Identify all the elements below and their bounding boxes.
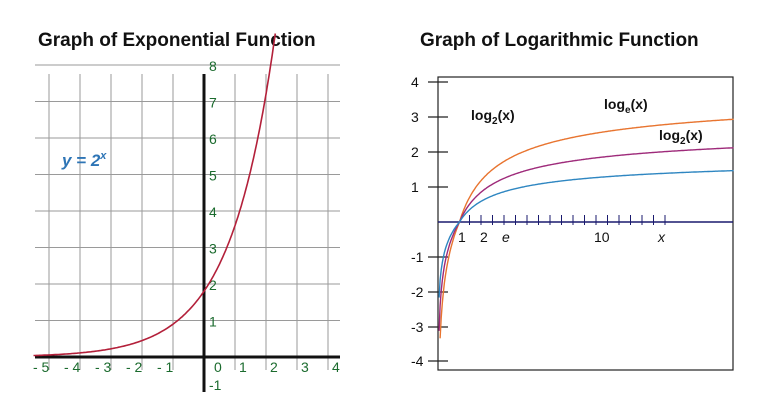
y-tick-label: 1 (209, 314, 217, 330)
y-tick-label: 3 (411, 109, 419, 125)
y-tick-label: -3 (411, 319, 424, 335)
chart-title-exponential: Graph of Exponential Function (38, 30, 316, 51)
series-label-0: log2(x) (471, 107, 515, 127)
y-tick-label: 6 (209, 131, 217, 147)
y-tick-label: -1 (209, 377, 222, 393)
y-tick-label: 2 (209, 277, 217, 293)
x-tick-label: - 2 (126, 359, 143, 375)
x-tick-label: - 3 (95, 359, 112, 375)
series-label-suffix: (x) (686, 127, 703, 143)
y-tick-label: -1 (411, 249, 424, 265)
series-label-suffix: (x) (498, 107, 515, 123)
x-tick-label: 2 (480, 229, 488, 245)
x-tick-label: 1 (458, 229, 466, 245)
series-line-0 (439, 118, 734, 339)
x-tick-label: x (657, 229, 666, 245)
chart-title-logarithmic: Graph of Logarithmic Function (420, 30, 699, 51)
x-tick-label: 3 (301, 359, 309, 375)
y-tick-label: -4 (411, 353, 424, 369)
y-tick-label: 1 (411, 179, 419, 195)
series-line-exponential (33, 33, 277, 357)
x-tick-label: 0 (214, 359, 222, 375)
y-tick-label: 7 (209, 95, 217, 111)
series-label-suffix: (x) (631, 96, 648, 112)
x-tick-label: 2 (270, 359, 278, 375)
x-tick-label: - 1 (157, 359, 174, 375)
exponential-chart: - 5 - 4 - 3 - 2 - 1 0 1 2 3 4 -1 1 2 3 4 5 6 7 8 y = 2x (33, 33, 340, 393)
series-label-2: log2(x) (659, 127, 703, 147)
x-tick-label: 4 (332, 359, 340, 375)
y-tick-label: 4 (209, 204, 217, 220)
series-label-subscript: 2 (492, 116, 498, 127)
series-label-1: loge(x) (604, 96, 648, 116)
series-label-subscript: e (625, 105, 631, 116)
y-tick-label: 4 (411, 74, 419, 90)
y-tick-label: 2 (411, 144, 419, 160)
x-tick-label: - 4 (64, 359, 81, 375)
series-line-2 (438, 169, 734, 298)
x-tick-label: 10 (594, 229, 610, 245)
y-tick-label: 3 (209, 241, 217, 257)
x-tick-label: 1 (239, 359, 247, 375)
y-tick-label: 5 (209, 168, 217, 184)
x-tick-label: e (502, 229, 510, 245)
series-line-1 (438, 147, 734, 331)
y-tick-label: 8 (209, 58, 217, 74)
series-label-subscript: 2 (680, 136, 686, 147)
x-tick-label: - 5 (33, 359, 50, 375)
series-label-exponential: y = 2x (61, 150, 107, 170)
plot-frame (437, 76, 734, 371)
y-tick-label: -2 (411, 284, 424, 300)
series-label-exponent: x (99, 150, 107, 162)
